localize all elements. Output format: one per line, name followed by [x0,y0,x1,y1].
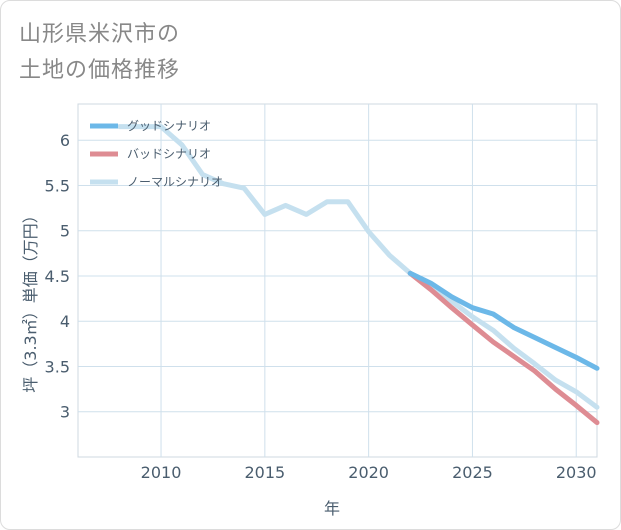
y-tick-label: 4.5 [45,267,70,286]
y-tick-label: 4 [60,312,70,331]
chart-title: 山形県米沢市の 土地の価格推移 [19,17,180,89]
y-tick-label: 5 [60,222,70,241]
chart-title-line-1: 山形県米沢市の [19,22,181,47]
grid-lines [77,103,598,458]
x-tick-label: 2010 [141,463,182,482]
x-tick-label: 2030 [556,463,597,482]
chart-title-line-2: 土地の価格推移 [19,58,181,83]
y-tick-label: 6 [60,131,70,150]
plot-frame [77,103,598,458]
tick-labels: 2010 2015 2020 2025 2030 3 3.5 4 4.5 5 5.5 6 [45,131,597,482]
series-lines [117,124,600,426]
y-tick-label: 3 [60,403,70,422]
y-tick-label: 3.5 [45,357,70,376]
x-tick-label: 2020 [348,463,389,482]
series-line-0 [407,270,600,371]
series-line-2 [117,124,600,410]
series-line-1 [407,270,600,426]
x-axis-title: 年 [324,499,340,518]
y-tick-label: 5.5 [45,176,70,195]
x-tick-label: 2015 [244,463,285,482]
legend-label: ノーマルシナリオ [127,175,223,189]
x-tick-label: 2025 [452,463,493,482]
y-axis-title: 坪（3.3㎡）単価（万円） [21,207,40,392]
legend-label: グッドシナリオ [127,119,211,133]
legend-label: バッドシナリオ [127,147,211,161]
